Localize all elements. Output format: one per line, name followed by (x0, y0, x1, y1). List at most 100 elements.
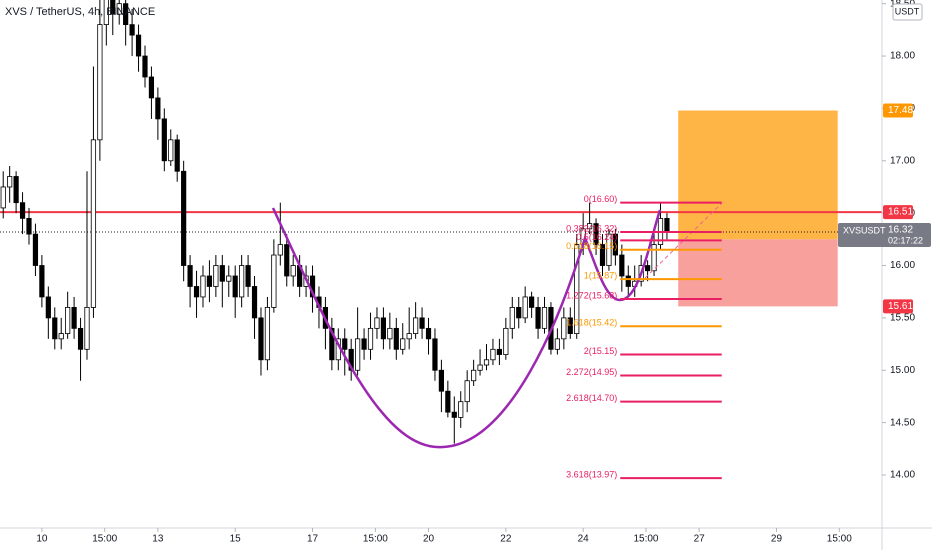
fib-label: 1.272(15.68) (566, 290, 617, 300)
x-tick-label: 22 (500, 534, 512, 545)
candle-body (516, 307, 522, 319)
candle-body (168, 139, 174, 162)
candle-body (535, 307, 541, 329)
candle-body (348, 348, 354, 371)
unit-box (892, 3, 923, 21)
candle-body (0, 186, 6, 209)
candle-body (483, 359, 490, 366)
y-tick-label: 14.50 (890, 417, 915, 428)
candle-body (625, 275, 631, 287)
fib-label: 0.5(16.24) (576, 232, 617, 242)
x-tick-label: 15:00 (633, 534, 658, 545)
candle-body (39, 265, 45, 298)
x-tick-label: 13 (152, 534, 164, 545)
candle-body (181, 170, 187, 266)
candle-body (554, 338, 560, 350)
price-tag (883, 299, 913, 314)
candle-body (509, 307, 515, 329)
y-tick-label: 16.00 (890, 260, 915, 271)
fib-trend-line (644, 202, 723, 279)
candle-body (277, 244, 283, 256)
candle-body (32, 233, 39, 266)
candle-body (77, 327, 84, 350)
candle-body (226, 275, 232, 282)
x-tick-label: 29 (771, 534, 783, 545)
fib-label: 0(16.60) (584, 194, 618, 204)
candle-body (406, 333, 412, 340)
fib-label: 1.618(15.42) (566, 318, 617, 328)
candle-body (606, 233, 612, 266)
candle-body (161, 118, 167, 162)
candle-body (84, 307, 90, 350)
candle-body (599, 244, 606, 266)
price-tag-label: 15.61 (888, 301, 913, 312)
candle-body (71, 307, 77, 329)
candle-body (458, 401, 464, 418)
candle-body (438, 369, 445, 392)
countdown-label: 02:17:22 (888, 235, 923, 245)
candle-body (206, 275, 213, 287)
candle-body (587, 223, 593, 230)
target-zone (678, 110, 838, 240)
drawings-over: 0(16.60) 0.382(16.32)0.5(16.24)0.618(16.1… (566, 194, 722, 480)
x-tick-label: 15:00 (363, 534, 388, 545)
candle-body (142, 55, 148, 78)
price-tag-label: 16.51 (888, 207, 913, 218)
candle-body (258, 317, 264, 361)
candle-body (245, 265, 251, 287)
candle-body (561, 317, 567, 340)
candle-body (645, 265, 651, 272)
candle-body (593, 223, 599, 245)
candle-body (135, 34, 142, 57)
candle-body (187, 265, 193, 287)
candle-body (26, 217, 32, 235)
candle-body (541, 307, 548, 329)
fib-label: 0.618(16.15) (566, 241, 617, 251)
candle-body (239, 265, 245, 298)
candle-body (58, 333, 64, 340)
candle-body (232, 275, 238, 298)
candle-body (148, 76, 155, 99)
candles (0, 0, 670, 444)
candle-body (219, 265, 225, 282)
candle-body (174, 139, 180, 172)
x-tick-label: 10 (36, 534, 48, 545)
fib-label: 2.618(14.70) (566, 393, 617, 403)
candle-body (355, 338, 361, 371)
candle-body (419, 317, 425, 329)
candle-body (413, 317, 419, 335)
y-tick-label: 15.50 (890, 313, 915, 324)
candle-body (116, 3, 122, 15)
x-tick-label: 15 (230, 534, 242, 545)
x-tick-label: 20 (423, 534, 435, 545)
candle-body (45, 296, 51, 319)
candle-body (290, 265, 296, 277)
candle-body (123, 3, 129, 26)
x-tick-label: 15:00 (827, 534, 852, 545)
fib-label: 0.382(16.32) (566, 223, 617, 233)
unit-label: USDT (895, 6, 920, 16)
candle-body (342, 338, 348, 350)
price-tag (883, 205, 913, 220)
candle-body (129, 24, 135, 36)
current-price-label: 16.32 (888, 225, 913, 236)
candle-body (567, 317, 573, 335)
x-tick-label: 15:00 (92, 534, 117, 545)
candle-body (65, 307, 71, 335)
candle-body (496, 348, 502, 355)
candle-body (477, 364, 483, 371)
x-tick-label: 17 (307, 534, 319, 545)
candle-body (367, 327, 374, 350)
candle-body (425, 327, 432, 340)
x-tick-label: 24 (578, 534, 590, 545)
price-tag-label: 17.48 (888, 105, 913, 116)
candle-body (451, 411, 457, 418)
fib-label: 2.272(14.95) (566, 367, 617, 377)
candle-body (19, 202, 26, 219)
candle-body (619, 254, 625, 277)
y-tick-label: 14.00 (890, 470, 915, 481)
candle-body (490, 348, 496, 361)
candle-body (464, 380, 470, 403)
fib-label: 2(15.15) (584, 346, 618, 356)
candle-body (664, 217, 670, 233)
